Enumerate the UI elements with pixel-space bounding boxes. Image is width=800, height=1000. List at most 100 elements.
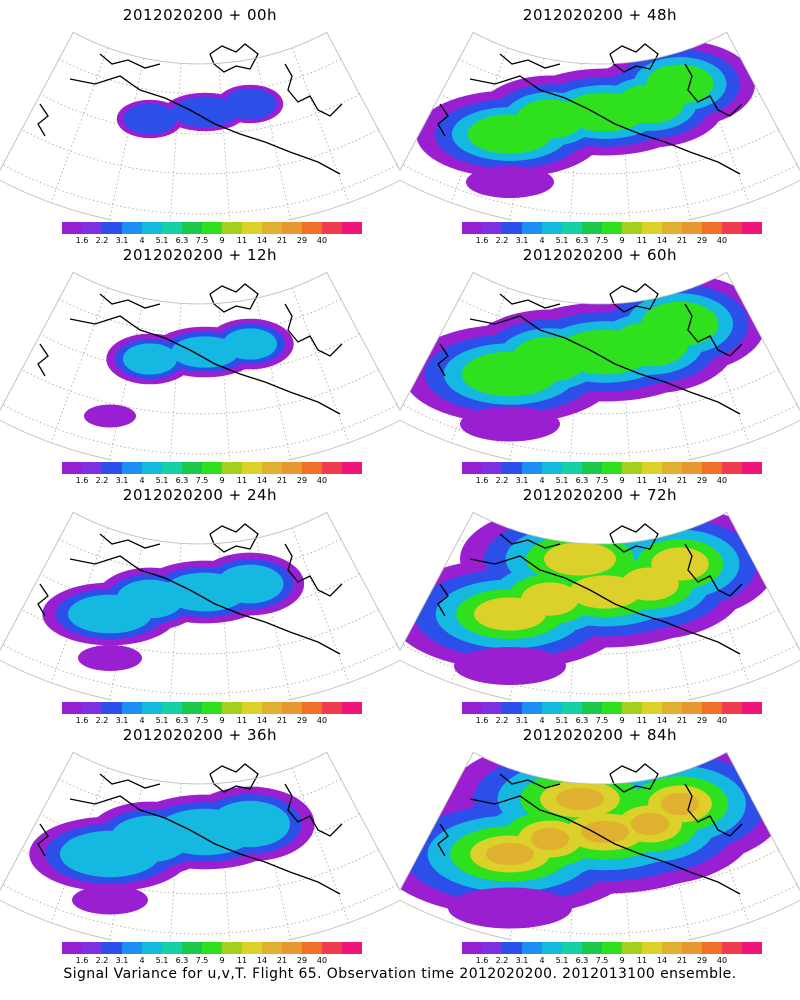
colorbar-label: 9 bbox=[619, 236, 625, 245]
colorbar-label: 1.6 bbox=[475, 476, 489, 485]
colorbar-swatch bbox=[702, 942, 722, 954]
colorbar-swatch bbox=[582, 702, 602, 714]
map-panel: 2012020200 + 00h 1.6 2.2 3.1 4 5.1 6.3 7.5 9 11 14… bbox=[0, 0, 400, 245]
colorbar-label: 4 bbox=[139, 956, 145, 965]
coastline bbox=[437, 523, 743, 655]
colorbar-label: 1.6 bbox=[75, 716, 89, 725]
colorbar-swatch bbox=[682, 222, 702, 234]
variance-map bbox=[0, 31, 400, 220]
variance-map bbox=[400, 31, 800, 220]
variance-map bbox=[0, 751, 400, 940]
map-panel: 2012020200 + 48h 1.6 2.2 3.1 4 5.1 6.3 7.5 9 11 14… bbox=[400, 0, 800, 245]
variance-map bbox=[0, 271, 400, 460]
colorbar bbox=[462, 462, 762, 474]
colorbar-label: 5.1 bbox=[155, 956, 169, 965]
colorbar-label: 21 bbox=[276, 716, 288, 725]
colorbar-label: 2.2 bbox=[95, 956, 109, 965]
colorbar-label: 7.5 bbox=[195, 236, 209, 245]
colorbar-swatch bbox=[642, 462, 662, 474]
colorbar-swatch bbox=[82, 702, 102, 714]
variance-map bbox=[400, 511, 800, 700]
colorbar-swatch bbox=[642, 222, 662, 234]
colorbar-label: 9 bbox=[619, 956, 625, 965]
colorbar-label: 21 bbox=[676, 236, 688, 245]
map-frame bbox=[400, 271, 800, 460]
colorbar-label: 1.6 bbox=[475, 716, 489, 725]
colorbar-swatch bbox=[622, 462, 642, 474]
colorbar-label: 29 bbox=[296, 716, 308, 725]
colorbar-swatch bbox=[622, 702, 642, 714]
colorbar-swatch bbox=[502, 222, 522, 234]
colorbar-label: 11 bbox=[636, 476, 648, 485]
variance-field bbox=[400, 752, 787, 929]
map-frame bbox=[400, 751, 800, 940]
colorbar-label: 5.1 bbox=[555, 956, 569, 965]
map-frame bbox=[400, 511, 800, 700]
colorbar-swatch bbox=[702, 222, 722, 234]
colorbar-label: 7.5 bbox=[195, 476, 209, 485]
colorbar-swatch bbox=[322, 462, 342, 474]
colorbar-swatch bbox=[622, 942, 642, 954]
colorbar-label: 6.3 bbox=[175, 956, 189, 965]
colorbar-swatch bbox=[62, 702, 82, 714]
colorbar-label: 21 bbox=[276, 476, 288, 485]
colorbar-label: 7.5 bbox=[195, 956, 209, 965]
colorbar-swatch bbox=[662, 222, 682, 234]
colorbar-label: 9 bbox=[219, 476, 225, 485]
graticule bbox=[0, 32, 400, 220]
colorbar-label: 21 bbox=[676, 956, 688, 965]
colorbar-label: 6.3 bbox=[575, 236, 589, 245]
colorbar-swatch bbox=[102, 222, 122, 234]
colorbar-swatch bbox=[722, 222, 742, 234]
colorbar-swatch bbox=[302, 462, 322, 474]
colorbar-labels: 1.6 2.2 3.1 4 5.1 6.3 7.5 9 11 14 21 29 40 bbox=[462, 716, 762, 726]
colorbar-swatch bbox=[262, 222, 282, 234]
colorbar-label: 29 bbox=[296, 476, 308, 485]
colorbar-swatch bbox=[242, 462, 262, 474]
colorbar bbox=[62, 702, 362, 714]
colorbar-swatch bbox=[602, 942, 622, 954]
coastline bbox=[437, 43, 743, 175]
colorbar-swatch bbox=[202, 942, 222, 954]
colorbar-swatch bbox=[282, 222, 302, 234]
colorbar-swatch bbox=[122, 462, 142, 474]
colorbar-swatch bbox=[602, 702, 622, 714]
colorbar-swatch bbox=[62, 222, 82, 234]
colorbar-label: 3.1 bbox=[515, 716, 529, 725]
colorbar-swatch bbox=[242, 222, 262, 234]
colorbar-swatch bbox=[682, 942, 702, 954]
colorbar-swatch bbox=[482, 702, 502, 714]
colorbar-swatch bbox=[262, 462, 282, 474]
colorbar-swatch bbox=[502, 942, 522, 954]
colorbar-label: 1.6 bbox=[475, 956, 489, 965]
colorbar-swatch bbox=[502, 702, 522, 714]
colorbar-label: 14 bbox=[256, 956, 268, 965]
colorbar-label: 5.1 bbox=[155, 716, 169, 725]
colorbar-swatch bbox=[82, 222, 102, 234]
colorbar-swatch bbox=[302, 702, 322, 714]
colorbar-swatch bbox=[482, 942, 502, 954]
colorbar-swatch bbox=[302, 942, 322, 954]
colorbar-swatch bbox=[582, 222, 602, 234]
colorbar-label: 3.1 bbox=[515, 236, 529, 245]
colorbar-label: 40 bbox=[716, 716, 728, 725]
colorbar bbox=[462, 942, 762, 954]
colorbar-label: 3.1 bbox=[115, 956, 129, 965]
colorbar-label: 29 bbox=[696, 236, 708, 245]
colorbar-swatch bbox=[182, 942, 202, 954]
colorbar-label: 40 bbox=[716, 476, 728, 485]
colorbar-label: 3.1 bbox=[515, 956, 529, 965]
colorbar-label: 7.5 bbox=[595, 476, 609, 485]
colorbar-swatch bbox=[662, 702, 682, 714]
colorbar-label: 4 bbox=[539, 956, 545, 965]
coastline bbox=[37, 763, 343, 895]
colorbar-swatch bbox=[322, 942, 342, 954]
colorbar-swatch bbox=[462, 222, 482, 234]
colorbar-label: 6.3 bbox=[175, 476, 189, 485]
variance-map bbox=[400, 751, 800, 940]
colorbar-label: 4 bbox=[539, 476, 545, 485]
colorbar-label: 11 bbox=[636, 716, 648, 725]
map-panel: 2012020200 + 24h 1.6 2.2 3.1 4 5.1 6.3 7.5 9 11 14… bbox=[0, 480, 400, 725]
variance-map bbox=[400, 271, 800, 460]
panel-title: 2012020200 + 72h bbox=[522, 486, 678, 504]
